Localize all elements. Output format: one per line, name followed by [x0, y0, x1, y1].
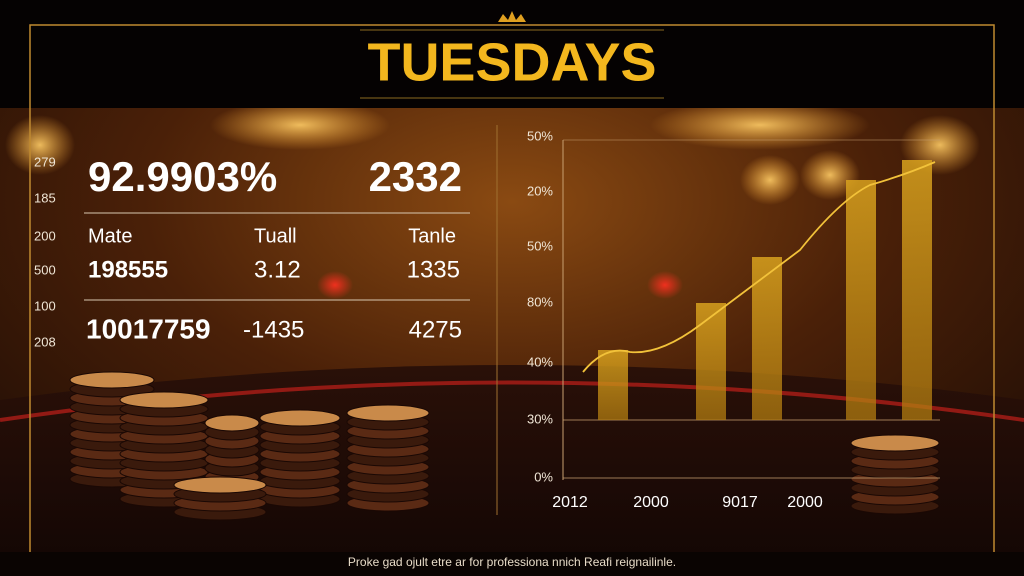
bar	[696, 303, 726, 420]
footer-text: Proke gad ojult etre ar for professiona …	[348, 555, 676, 569]
side-label: 500	[34, 262, 56, 277]
cell: 198555	[88, 256, 168, 283]
side-label: 185	[34, 190, 56, 205]
bar	[902, 160, 932, 420]
chip	[850, 434, 940, 452]
y-label: 30%	[527, 411, 553, 426]
y-label: 20%	[527, 183, 553, 198]
chip	[173, 476, 267, 494]
side-label: 100	[34, 298, 56, 313]
column-header: Tuall	[254, 225, 297, 247]
cell: 1335	[407, 256, 460, 283]
x-label: 2000	[787, 494, 823, 511]
chip	[204, 414, 260, 432]
y-label: 40%	[527, 354, 553, 369]
headline-value: 2332	[369, 153, 462, 200]
column-header: Tanle	[408, 225, 456, 247]
column-header: Mate	[88, 225, 132, 247]
chip	[119, 391, 209, 409]
x-label: 2000	[633, 494, 669, 511]
footer-bar	[0, 552, 1024, 576]
stats-panel: 279 185 200 500 100 208 92.9903% 2332 Ma…	[34, 153, 470, 349]
chart-panel: 50% 20% 50% 80% 40% 30% 0% 2012 2000 901…	[527, 128, 940, 511]
chip	[259, 409, 341, 427]
side-label: 200	[34, 228, 56, 243]
bar	[598, 350, 628, 420]
chip	[69, 371, 155, 389]
trend-line	[582, 161, 936, 373]
title: TUESDAYS	[367, 32, 656, 92]
cell: -1435	[243, 316, 304, 343]
chip-stacks	[69, 371, 940, 521]
cell: 3.12	[254, 256, 301, 283]
cell: 4275	[409, 316, 462, 343]
bokeh-lights	[5, 100, 980, 299]
y-label: 50%	[527, 128, 553, 143]
y-label: 80%	[527, 294, 553, 309]
x-label: 9017	[722, 494, 758, 511]
crown-icon	[498, 11, 526, 22]
y-label: 50%	[527, 238, 553, 253]
side-label: 208	[34, 334, 56, 349]
chip	[346, 404, 430, 422]
side-label: 279	[34, 154, 56, 169]
cell: 10017759	[86, 313, 211, 344]
bar	[846, 180, 876, 420]
y-label: 0%	[534, 469, 553, 484]
x-label: 2012	[552, 494, 588, 511]
headline-value: 92.9903%	[88, 153, 277, 200]
bar	[752, 257, 782, 420]
